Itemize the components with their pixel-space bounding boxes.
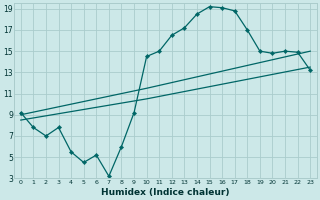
X-axis label: Humidex (Indice chaleur): Humidex (Indice chaleur) [101,188,230,197]
